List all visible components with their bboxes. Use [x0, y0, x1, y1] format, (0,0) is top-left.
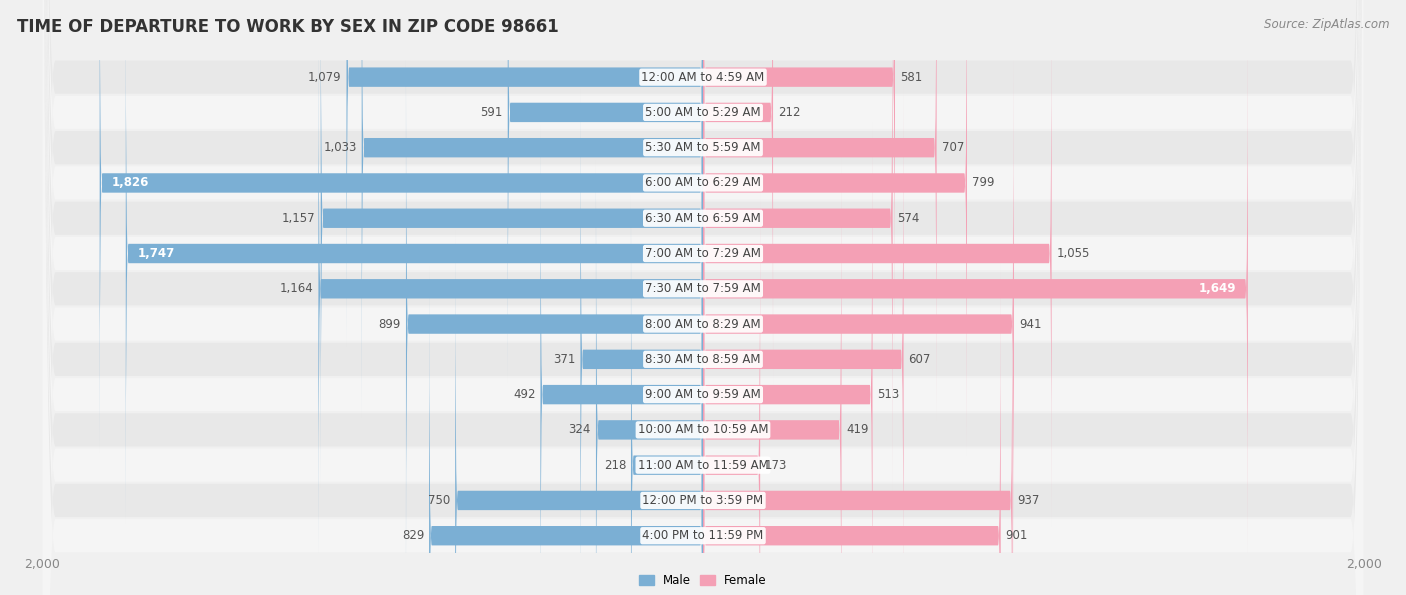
- FancyBboxPatch shape: [703, 263, 1001, 595]
- FancyBboxPatch shape: [703, 0, 893, 491]
- Text: 8:00 AM to 8:29 AM: 8:00 AM to 8:29 AM: [645, 318, 761, 331]
- Text: 750: 750: [427, 494, 450, 507]
- Text: 371: 371: [553, 353, 575, 366]
- FancyBboxPatch shape: [508, 0, 703, 385]
- FancyBboxPatch shape: [125, 0, 703, 526]
- FancyBboxPatch shape: [581, 87, 703, 595]
- FancyBboxPatch shape: [703, 87, 904, 595]
- Text: 6:00 AM to 6:29 AM: 6:00 AM to 6:29 AM: [645, 177, 761, 189]
- Text: 6:30 AM to 6:59 AM: 6:30 AM to 6:59 AM: [645, 212, 761, 225]
- Text: 1,826: 1,826: [111, 177, 149, 189]
- Text: 7:00 AM to 7:29 AM: 7:00 AM to 7:29 AM: [645, 247, 761, 260]
- FancyBboxPatch shape: [42, 0, 1364, 595]
- FancyBboxPatch shape: [42, 0, 1364, 595]
- Text: 9:00 AM to 9:59 AM: 9:00 AM to 9:59 AM: [645, 388, 761, 401]
- FancyBboxPatch shape: [42, 0, 1364, 595]
- Text: 10:00 AM to 10:59 AM: 10:00 AM to 10:59 AM: [638, 424, 768, 436]
- Legend: Male, Female: Male, Female: [634, 569, 772, 592]
- Text: 8:30 AM to 8:59 AM: 8:30 AM to 8:59 AM: [645, 353, 761, 366]
- FancyBboxPatch shape: [703, 122, 873, 595]
- FancyBboxPatch shape: [703, 228, 1012, 595]
- Text: 513: 513: [877, 388, 900, 401]
- Text: 899: 899: [378, 318, 401, 331]
- FancyBboxPatch shape: [42, 0, 1364, 595]
- Text: 941: 941: [1019, 318, 1042, 331]
- FancyBboxPatch shape: [406, 52, 703, 595]
- Text: TIME OF DEPARTURE TO WORK BY SEX IN ZIP CODE 98661: TIME OF DEPARTURE TO WORK BY SEX IN ZIP …: [17, 18, 558, 36]
- Text: 1,157: 1,157: [283, 212, 316, 225]
- Text: 581: 581: [900, 71, 922, 84]
- FancyBboxPatch shape: [42, 0, 1364, 595]
- FancyBboxPatch shape: [703, 193, 761, 595]
- FancyBboxPatch shape: [42, 0, 1364, 595]
- Text: 901: 901: [1005, 529, 1028, 542]
- FancyBboxPatch shape: [42, 0, 1364, 595]
- FancyBboxPatch shape: [42, 0, 1364, 595]
- FancyBboxPatch shape: [100, 0, 703, 455]
- FancyBboxPatch shape: [346, 0, 703, 350]
- FancyBboxPatch shape: [703, 0, 896, 350]
- FancyBboxPatch shape: [321, 0, 703, 491]
- Text: 707: 707: [942, 141, 965, 154]
- FancyBboxPatch shape: [703, 16, 1249, 561]
- FancyBboxPatch shape: [318, 16, 703, 561]
- Text: 1,033: 1,033: [323, 141, 357, 154]
- Text: 1,747: 1,747: [138, 247, 174, 260]
- Text: 607: 607: [908, 353, 931, 366]
- FancyBboxPatch shape: [631, 193, 703, 595]
- Text: 173: 173: [765, 459, 787, 472]
- Text: Source: ZipAtlas.com: Source: ZipAtlas.com: [1264, 18, 1389, 31]
- FancyBboxPatch shape: [703, 0, 936, 420]
- FancyBboxPatch shape: [703, 0, 773, 385]
- FancyBboxPatch shape: [703, 0, 967, 455]
- Text: 1,649: 1,649: [1199, 282, 1236, 295]
- FancyBboxPatch shape: [42, 0, 1364, 595]
- FancyBboxPatch shape: [596, 158, 703, 595]
- Text: 5:30 AM to 5:59 AM: 5:30 AM to 5:59 AM: [645, 141, 761, 154]
- Text: 11:00 AM to 11:59 AM: 11:00 AM to 11:59 AM: [638, 459, 768, 472]
- Text: 1,164: 1,164: [280, 282, 314, 295]
- FancyBboxPatch shape: [42, 0, 1364, 595]
- FancyBboxPatch shape: [42, 0, 1364, 595]
- Text: 829: 829: [402, 529, 425, 542]
- FancyBboxPatch shape: [42, 0, 1364, 595]
- FancyBboxPatch shape: [456, 228, 703, 595]
- FancyBboxPatch shape: [703, 158, 841, 595]
- FancyBboxPatch shape: [42, 0, 1364, 595]
- Text: 12:00 PM to 3:59 PM: 12:00 PM to 3:59 PM: [643, 494, 763, 507]
- Text: 218: 218: [603, 459, 626, 472]
- Text: 1,055: 1,055: [1056, 247, 1090, 260]
- Text: 937: 937: [1018, 494, 1040, 507]
- FancyBboxPatch shape: [429, 263, 703, 595]
- Text: 1,079: 1,079: [308, 71, 342, 84]
- Text: 5:00 AM to 5:29 AM: 5:00 AM to 5:29 AM: [645, 106, 761, 119]
- Text: 324: 324: [568, 424, 591, 436]
- FancyBboxPatch shape: [703, 0, 1052, 526]
- FancyBboxPatch shape: [540, 122, 703, 595]
- Text: 574: 574: [897, 212, 920, 225]
- Text: 212: 212: [778, 106, 800, 119]
- FancyBboxPatch shape: [42, 0, 1364, 595]
- Text: 799: 799: [972, 177, 994, 189]
- Text: 492: 492: [513, 388, 536, 401]
- Text: 12:00 AM to 4:59 AM: 12:00 AM to 4:59 AM: [641, 71, 765, 84]
- FancyBboxPatch shape: [703, 52, 1014, 595]
- Text: 4:00 PM to 11:59 PM: 4:00 PM to 11:59 PM: [643, 529, 763, 542]
- Text: 591: 591: [481, 106, 503, 119]
- FancyBboxPatch shape: [361, 0, 703, 420]
- Text: 7:30 AM to 7:59 AM: 7:30 AM to 7:59 AM: [645, 282, 761, 295]
- Text: 419: 419: [846, 424, 869, 436]
